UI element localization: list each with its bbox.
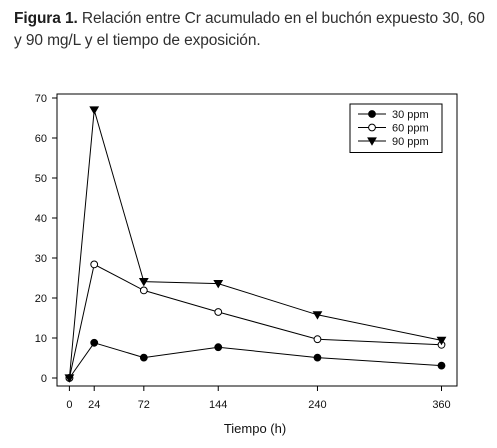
legend-marker-30-ppm [368,110,376,118]
plot-border [56,93,458,387]
point-30-ppm-x144 [214,343,223,352]
series-30-ppm [68,342,442,379]
x-tick-label-72: 72 [138,399,150,411]
point-60-ppm-x144 [214,308,223,316]
series-markers-60-ppm [65,260,446,382]
legend-label-30-ppm: 30 ppm [392,109,429,121]
x-axis-title: Tiempo (h) [224,421,286,436]
series-group [64,106,447,383]
point-60-ppm-x72 [139,286,148,295]
figure-caption-text: Relación entre Cr acumulado en el buchón… [14,10,485,49]
point-90-ppm-x72 [138,277,149,287]
x-tick-label-360: 360 [432,399,450,411]
series-60-ppm [68,263,442,379]
y-axis: 0 10 20 30 40 50 60 70 [35,93,57,385]
point-90-ppm-x144 [213,279,224,289]
point-90-ppm-x24 [89,106,100,115]
y-tick-label-50: 50 [35,173,47,185]
y-tick-label-10: 10 [35,333,47,345]
point-90-ppm-x0 [64,374,75,383]
figure-caption: Figura 1. Relación entre Cr acumulado en… [14,8,488,52]
y-tick-label-20: 20 [35,293,47,305]
y-tick-label-40: 40 [35,213,47,225]
y-tick-label-60: 60 [35,133,47,145]
plot-frame [56,93,458,387]
legend-label-90-ppm: 90 ppm [392,136,429,148]
figure-label: Figura 1. [14,10,78,27]
point-60-ppm-x240 [313,335,322,344]
point-60-ppm-x24 [90,260,99,269]
point-90-ppm-x360 [436,336,447,346]
legend-box [349,103,443,153]
series-line-60-ppm [68,263,442,379]
x-tick-label-144: 144 [209,399,227,411]
y-tick-label-30: 30 [35,253,47,265]
series-line-30-ppm [68,342,442,379]
y-tick-label-0: 0 [41,373,47,385]
series-markers-30-ppm [65,338,446,382]
x-axis: 0 24 72 144 240 360 [66,386,451,411]
point-30-ppm-x72 [139,353,148,362]
point-30-ppm-x24 [90,338,99,347]
series-markers-90-ppm [64,106,447,383]
x-tick-label-0: 0 [66,399,72,411]
legend-marker-60-ppm [368,123,376,132]
y-tick-label-70: 70 [35,93,47,105]
x-tick-label-24: 24 [88,399,100,411]
series-line-90-ppm [68,109,442,379]
series-90-ppm [68,109,442,379]
legend-label-60-ppm: 60 ppm [392,123,429,135]
point-30-ppm-x240 [313,353,322,362]
point-90-ppm-x240 [312,311,323,320]
x-tick-label-240: 240 [308,399,326,411]
legend-marker-90-ppm [367,137,377,146]
point-30-ppm-x360 [437,361,446,370]
